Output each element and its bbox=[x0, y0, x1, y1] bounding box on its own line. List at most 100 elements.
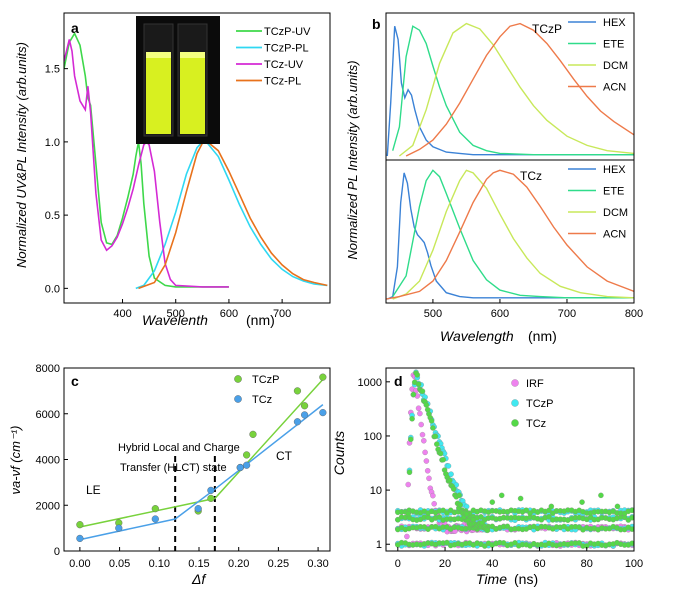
legend-marker-TCzP bbox=[234, 375, 242, 383]
x-axis-unit: (nm) bbox=[528, 328, 557, 344]
decay-point-TCz bbox=[481, 543, 488, 549]
series-line-TCz-ACN bbox=[386, 169, 634, 300]
decay-point-TCz bbox=[405, 510, 411, 517]
x-tick-label: 500 bbox=[424, 308, 442, 320]
series-line-TCz-ETE bbox=[392, 169, 634, 299]
data-point-TCz bbox=[76, 534, 84, 543]
y-axis-label: Normalized UV&PL Intensity (arb.units) bbox=[14, 42, 29, 268]
legend-label-HEX: HEX bbox=[603, 17, 626, 29]
y-tick-label: 8000 bbox=[36, 363, 60, 375]
series-line-TCzP-PL bbox=[135, 140, 328, 290]
x-tick-label: 80 bbox=[581, 558, 593, 570]
decay-point-IRF bbox=[418, 421, 424, 428]
data-point-TCz bbox=[151, 515, 159, 523]
data-point-TCz bbox=[293, 418, 302, 426]
decay-point-TCz bbox=[410, 391, 417, 398]
decay-point-TCz bbox=[434, 441, 440, 447]
decay-point-IRF bbox=[421, 437, 427, 444]
inset-photo bbox=[136, 16, 220, 144]
legend-label-TCzP: TCzP bbox=[252, 374, 280, 386]
legend-label-TCzP-UV: TCzP-UV bbox=[264, 26, 311, 38]
subplot-title-TCz: TCz bbox=[520, 169, 542, 183]
legend-marker-TCz bbox=[234, 395, 242, 403]
decay-point-TCz bbox=[517, 495, 524, 502]
y-tick-label: 0 bbox=[54, 546, 60, 558]
panel-c-plot bbox=[76, 373, 327, 551]
data-point-TCz bbox=[207, 486, 215, 494]
fit-line-TCz bbox=[79, 404, 324, 541]
series-line-TCzP-UV bbox=[64, 31, 229, 288]
y-tick-label: 0.5 bbox=[45, 210, 60, 222]
subplot-title-TCzP: TCzP bbox=[532, 22, 562, 36]
x-tick-label: 400 bbox=[113, 308, 131, 320]
subplot-TCzP bbox=[386, 22, 634, 157]
data-point-TCzP bbox=[151, 505, 159, 513]
annotation-hlct-line2: Transfer (HLCT) state bbox=[120, 462, 227, 474]
decay-point-TCz bbox=[489, 523, 496, 530]
legend-label-DCM: DCM bbox=[603, 60, 628, 72]
fit-line-TCzP bbox=[79, 378, 324, 528]
decay-point-TCz bbox=[598, 492, 604, 499]
decay-point-IRF bbox=[430, 492, 436, 499]
decay-point-TCz bbox=[437, 450, 444, 457]
y-tick-label: 1 bbox=[376, 539, 382, 551]
decay-point-TCz bbox=[408, 436, 414, 443]
x-tick-label: 60 bbox=[533, 558, 545, 570]
data-point-TCz bbox=[300, 411, 309, 419]
legend-label-TCz: TCz bbox=[252, 394, 272, 406]
decay-point-TCz bbox=[440, 456, 447, 463]
decay-point-TCz bbox=[406, 469, 413, 475]
legend-label-ETE: ETE bbox=[603, 39, 624, 51]
y-tick-label: 1.5 bbox=[45, 64, 60, 76]
decay-point-IRF bbox=[424, 468, 431, 474]
annotation-le: LE bbox=[86, 483, 101, 497]
x-tick-label: 0.20 bbox=[228, 558, 249, 570]
decay-point-TCz bbox=[614, 503, 621, 510]
series-line-TCzP-ETE bbox=[392, 25, 634, 156]
x-axis-label: Time bbox=[476, 571, 507, 587]
x-axis-label: Δf bbox=[191, 571, 207, 587]
y-axis-label: νa-νf (cm⁻¹) bbox=[8, 426, 23, 495]
decay-point-TCz bbox=[447, 477, 453, 484]
annotation-ct: CT bbox=[276, 449, 293, 463]
decay-point-TCz bbox=[395, 516, 401, 523]
data-point-TCzP bbox=[243, 451, 251, 459]
x-tick-label: 800 bbox=[625, 308, 643, 320]
data-point-TCz bbox=[243, 461, 251, 469]
y-tick-label: 10 bbox=[370, 485, 382, 497]
legend-label-TCzP-PL: TCzP-PL bbox=[264, 43, 309, 55]
x-tick-label: 0 bbox=[395, 558, 401, 570]
decay-point-IRF bbox=[417, 410, 423, 417]
x-tick-label: 40 bbox=[486, 558, 498, 570]
y-tick-label: 100 bbox=[364, 431, 382, 443]
decay-point-TCz bbox=[576, 540, 582, 546]
series-line-TCz-HEX bbox=[387, 172, 634, 300]
x-tick-label: 700 bbox=[558, 308, 576, 320]
decay-point-IRF bbox=[423, 458, 430, 464]
y-tick-label: 4000 bbox=[36, 455, 60, 467]
x-axis-unit: (ns) bbox=[514, 571, 538, 587]
fluorescence-left bbox=[146, 52, 171, 134]
decay-point-TCz bbox=[548, 503, 555, 510]
legend-label-IRF: IRF bbox=[526, 378, 544, 390]
legend-marker-TCzP bbox=[511, 399, 519, 407]
decay-point-TCz bbox=[444, 539, 450, 546]
series-line-TCz-DCM bbox=[392, 169, 634, 300]
decay-point-TCz bbox=[561, 523, 567, 530]
data-point-TCz bbox=[236, 463, 244, 472]
legend-label-TCzP: TCzP bbox=[526, 398, 554, 410]
decay-point-TCzP bbox=[445, 463, 452, 469]
y-axis-label: Normalized PL Intensity (arb.units) bbox=[345, 60, 360, 259]
fluorescence-right bbox=[180, 52, 205, 134]
data-point-TCz bbox=[115, 524, 123, 532]
panel-d: 0 20 40 60 80 100 1 10 100 1000 Time (ns) Counts d IRF… bbox=[331, 367, 643, 587]
meniscus-right bbox=[180, 52, 205, 58]
series-line-TCz-UV bbox=[64, 39, 229, 288]
data-point-TCzP bbox=[249, 430, 257, 438]
y-axis-label: Counts bbox=[331, 431, 347, 475]
x-tick-label: 0.15 bbox=[188, 558, 209, 570]
decay-point-TCz bbox=[523, 507, 530, 513]
decay-point-IRF bbox=[422, 449, 428, 456]
decay-point-TCz bbox=[629, 507, 634, 514]
panel-d-frame bbox=[385, 367, 635, 552]
